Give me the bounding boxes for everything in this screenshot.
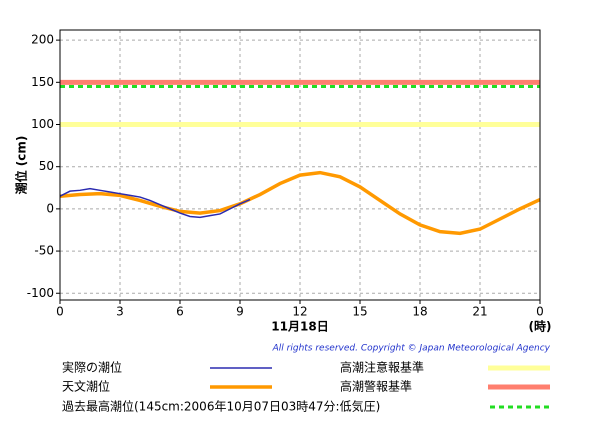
x-tick-label: 12	[292, 305, 307, 319]
series-line	[59, 170, 541, 236]
plot-frame	[59, 29, 541, 301]
legend-label: 高潮警報基準	[340, 379, 412, 394]
x-tick-label: 15	[352, 305, 367, 319]
y-tick-label: 50	[39, 159, 54, 173]
y-axis-label: 潮位 (cm)	[14, 136, 29, 195]
y-tick-label: 150	[31, 75, 54, 89]
legend-label: 実際の潮位	[62, 360, 122, 375]
y-tick-label: 0	[46, 201, 54, 215]
x-tick-label: 0	[56, 305, 64, 319]
legend-label: 過去最高潮位(145cm:2006年10月07日03時47分:低気圧)	[62, 399, 380, 414]
x-tick-label: 9	[236, 305, 244, 319]
legend-label: 高潮注意報基準	[340, 360, 424, 375]
x-tick-label: 6	[176, 305, 184, 319]
x-tick-label: 18	[412, 305, 427, 319]
x-tick-label: 0	[536, 305, 544, 319]
y-tick-label: 100	[31, 117, 54, 131]
copyright: All rights reserved. Copyright © Japan M…	[272, 344, 551, 354]
legend-label: 天文潮位	[62, 379, 110, 394]
y-tick-label: 200	[31, 33, 54, 47]
x-axis-unit: (時)	[529, 319, 552, 334]
x-tick-label: 21	[472, 305, 487, 319]
series-line	[59, 187, 251, 219]
x-tick-label: 3	[116, 305, 124, 319]
y-tick-label: -50	[34, 244, 54, 258]
x-axis-label: 11月18日	[271, 320, 328, 334]
y-tick-label: -100	[27, 286, 54, 300]
